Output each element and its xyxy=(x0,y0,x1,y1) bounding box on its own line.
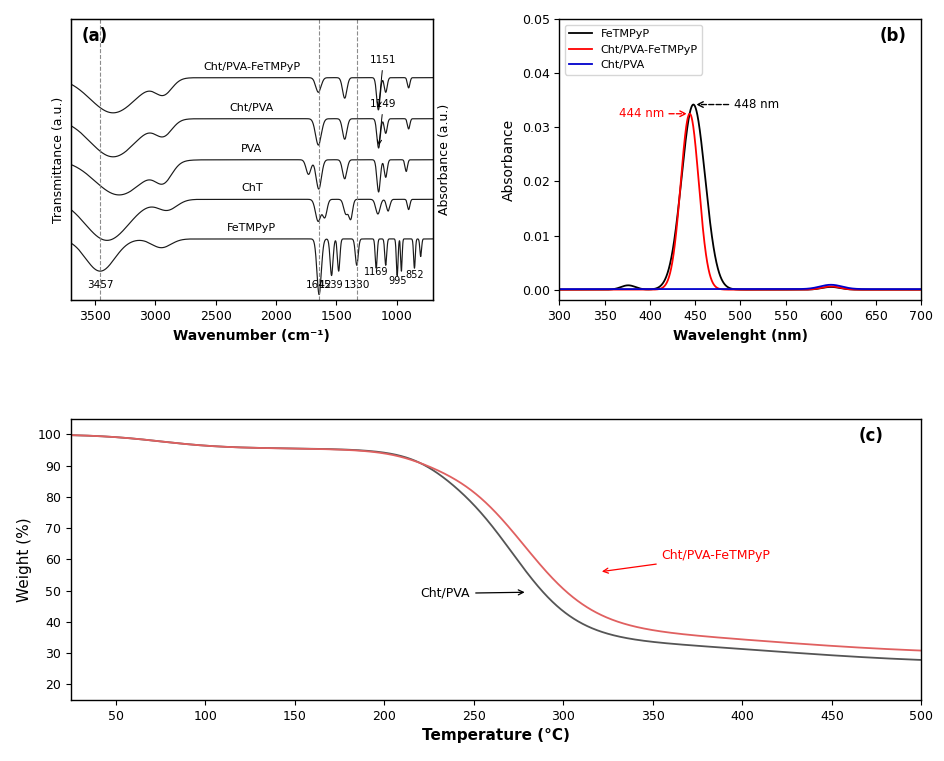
Y-axis label: Absorbance (a.u.): Absorbance (a.u.) xyxy=(438,104,451,215)
X-axis label: Wavelenght (nm): Wavelenght (nm) xyxy=(672,329,807,342)
Cht/PVA-FeTMPyP xyxy=(904,285,916,295)
X-axis label: Wavenumber (cm⁻¹): Wavenumber (cm⁻¹) xyxy=(173,329,329,342)
Text: Cht/PVA-FeTMPyP: Cht/PVA-FeTMPyP xyxy=(602,549,769,573)
X-axis label: Temperature (°C): Temperature (°C) xyxy=(422,728,569,743)
Cht/PVA xyxy=(553,285,565,294)
Text: 1151: 1151 xyxy=(370,55,396,106)
FeTMPyP xyxy=(838,284,850,293)
Cht/PVA xyxy=(719,285,731,294)
Line: FeTMPyP: FeTMPyP xyxy=(559,104,920,290)
FeTMPyP xyxy=(904,285,916,295)
Text: Cht/PVA: Cht/PVA xyxy=(229,103,274,113)
Line: Cht/PVA: Cht/PVA xyxy=(559,285,920,289)
Text: 448 nm: 448 nm xyxy=(733,98,779,111)
Text: 1330: 1330 xyxy=(344,280,370,290)
FeTMPyP xyxy=(729,285,740,294)
FeTMPyP xyxy=(572,285,583,295)
FeTMPyP xyxy=(719,281,731,290)
FeTMPyP xyxy=(687,100,699,109)
Cht/PVA xyxy=(904,285,916,294)
Text: Cht/PVA-FeTMPyP: Cht/PVA-FeTMPyP xyxy=(203,62,300,72)
Text: Cht/PVA: Cht/PVA xyxy=(420,587,523,600)
Cht/PVA-FeTMPyP xyxy=(904,285,916,295)
Line: Cht/PVA-FeTMPyP: Cht/PVA-FeTMPyP xyxy=(559,113,920,290)
FeTMPyP xyxy=(915,285,926,295)
Cht/PVA-FeTMPyP xyxy=(729,285,740,295)
Cht/PVA-FeTMPyP xyxy=(719,285,731,295)
Text: 1539: 1539 xyxy=(319,280,344,290)
Cht/PVA xyxy=(904,285,916,294)
Legend: FeTMPyP, Cht/PVA-FeTMPyP, Cht/PVA: FeTMPyP, Cht/PVA-FeTMPyP, Cht/PVA xyxy=(565,24,701,75)
Cht/PVA-FeTMPyP xyxy=(683,109,695,118)
Text: 1149: 1149 xyxy=(370,99,396,144)
Y-axis label: Absorbance: Absorbance xyxy=(501,119,515,201)
Text: FeTMPyP: FeTMPyP xyxy=(227,223,276,233)
Cht/PVA xyxy=(572,285,583,294)
Cht/PVA xyxy=(824,280,835,289)
Text: ChT: ChT xyxy=(241,183,262,193)
Text: 3457: 3457 xyxy=(87,280,113,290)
Cht/PVA xyxy=(915,285,926,294)
Cht/PVA-FeTMPyP xyxy=(553,285,565,295)
Text: 1169: 1169 xyxy=(363,267,388,277)
Text: 852: 852 xyxy=(405,269,423,280)
Cht/PVA xyxy=(729,285,740,294)
Cht/PVA-FeTMPyP xyxy=(915,285,926,295)
FeTMPyP xyxy=(904,285,916,295)
Text: (a): (a) xyxy=(81,27,108,46)
Cht/PVA-FeTMPyP xyxy=(838,284,850,293)
Cht/PVA xyxy=(838,282,850,291)
Text: 1642: 1642 xyxy=(306,280,332,290)
Y-axis label: Transmittance (a.u.): Transmittance (a.u.) xyxy=(52,97,65,223)
FeTMPyP xyxy=(553,285,565,295)
Y-axis label: Weight (%): Weight (%) xyxy=(17,517,32,602)
Text: 995: 995 xyxy=(388,275,406,285)
Text: 444 nm: 444 nm xyxy=(618,107,664,120)
Text: (c): (c) xyxy=(857,427,882,445)
Text: (b): (b) xyxy=(879,27,906,46)
Text: PVA: PVA xyxy=(241,144,262,154)
Cht/PVA-FeTMPyP xyxy=(572,285,583,295)
